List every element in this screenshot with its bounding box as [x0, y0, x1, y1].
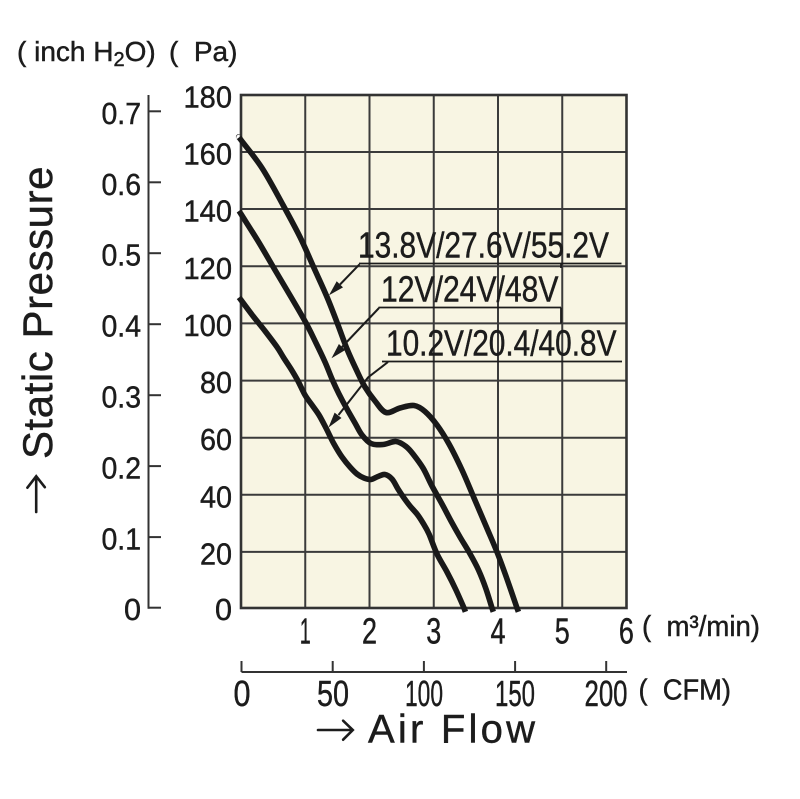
svg-text:40: 40: [200, 479, 232, 514]
svg-text:0.1: 0.1: [102, 522, 142, 557]
svg-text:2: 2: [362, 611, 377, 652]
svg-text:10.2V/20.4/40.8V: 10.2V/20.4/40.8V: [386, 322, 617, 363]
svg-text:0.3: 0.3: [102, 380, 142, 415]
svg-text:150: 150: [495, 673, 535, 714]
svg-text:3: 3: [426, 611, 441, 652]
svg-text:Static Pressure: Static Pressure: [14, 167, 61, 460]
svg-text:Air Flow: Air Flow: [368, 708, 535, 752]
svg-text:( m³/min): ( m³/min): [642, 611, 760, 643]
svg-text:6: 6: [619, 611, 634, 652]
svg-text:0: 0: [124, 592, 141, 627]
svg-text:20: 20: [200, 536, 232, 571]
svg-text:0.6: 0.6: [102, 167, 142, 202]
svg-text:50: 50: [317, 673, 349, 714]
svg-text:140: 140: [184, 194, 233, 229]
svg-text:5: 5: [555, 611, 570, 652]
svg-text:60: 60: [200, 422, 232, 457]
svg-text:0.2: 0.2: [102, 451, 142, 486]
svg-text:1: 1: [300, 611, 311, 652]
svg-text:4: 4: [491, 611, 506, 652]
svg-text:12V/24V/48V: 12V/24V/48V: [381, 268, 559, 309]
svg-text:0.5: 0.5: [102, 238, 142, 273]
svg-text:100: 100: [184, 308, 233, 343]
svg-text:13.8V/27.6V/55.2V: 13.8V/27.6V/55.2V: [358, 225, 609, 266]
svg-text:0: 0: [234, 673, 251, 714]
svg-text:0: 0: [215, 592, 232, 627]
svg-text:200: 200: [585, 673, 628, 714]
svg-text:180: 180: [184, 80, 233, 115]
svg-text:80: 80: [200, 365, 232, 400]
svg-text:( Pa): ( Pa): [169, 36, 237, 67]
svg-text:0.4: 0.4: [102, 309, 142, 344]
svg-text:( inch H2O): ( inch H2O): [17, 36, 156, 71]
svg-text:160: 160: [184, 137, 233, 172]
svg-text:0.7: 0.7: [102, 96, 142, 131]
svg-text:120: 120: [184, 251, 233, 286]
svg-text:( CFM): ( CFM): [639, 675, 732, 707]
svg-text:100: 100: [405, 673, 443, 714]
